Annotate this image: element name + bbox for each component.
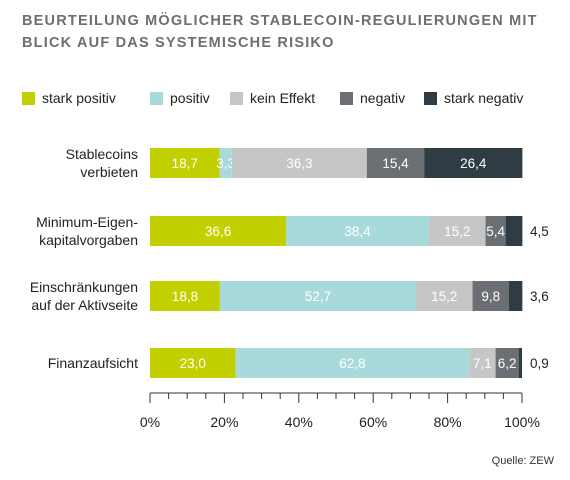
x-tick-label: 80%	[434, 414, 462, 430]
x-tick-label: 40%	[285, 414, 313, 430]
x-tick-label: 60%	[359, 414, 387, 430]
bar-segment	[150, 281, 220, 311]
legend-swatch	[22, 91, 35, 105]
bar-segment	[424, 148, 523, 178]
bar-segment	[472, 281, 509, 311]
data-label: 38,4	[344, 224, 371, 239]
legend-label: stark negativ	[444, 90, 524, 106]
data-label: 15,2	[444, 224, 470, 239]
legend-item-2: kein Effekt	[230, 88, 315, 108]
bar-segment	[219, 281, 416, 311]
data-label: 36,3	[286, 156, 312, 171]
data-label: 15,4	[382, 156, 409, 171]
legend-item-1: positiv	[150, 88, 210, 108]
data-label: 18,8	[172, 289, 198, 304]
legend-swatch	[150, 91, 163, 105]
bar-segment	[366, 148, 425, 178]
legend-label: negativ	[360, 90, 406, 106]
bar-segment	[286, 216, 429, 246]
bar-segment	[415, 281, 473, 311]
bar-segment	[150, 148, 220, 178]
bar-segment	[150, 348, 236, 378]
bar-segment	[508, 281, 523, 311]
data-label: 3,3	[216, 156, 235, 171]
data-label: 15,2	[431, 289, 457, 304]
legend-swatch	[340, 91, 353, 105]
data-label: 7,1	[473, 356, 492, 371]
bar-segment	[485, 216, 506, 246]
x-tick-label: 20%	[210, 414, 238, 430]
legend-label: stark positiv	[42, 90, 116, 106]
legend-item-4: stark negativ	[424, 88, 523, 108]
data-label: 62,8	[339, 356, 365, 371]
category-label: Stablecoins	[66, 146, 138, 162]
bar-segment	[150, 216, 287, 246]
data-label: 9,8	[481, 289, 500, 304]
bar-segment	[219, 148, 232, 178]
bar-segment	[231, 148, 367, 178]
data-label: 26,4	[460, 156, 487, 171]
chart-legend: stark positiv positiv kein Effekt negativ st…	[22, 88, 552, 108]
category-label: Finanzaufsicht	[48, 355, 138, 371]
legend-label: positiv	[170, 90, 210, 106]
category-label: Einschränkungen	[30, 279, 138, 295]
data-label: 23,0	[180, 356, 206, 371]
data-label: 0,9	[530, 356, 549, 371]
data-label: 4,5	[530, 224, 549, 239]
data-label: 5,4	[486, 224, 505, 239]
chart-title: BEURTEILUNG MÖGLICHER STABLECOIN-REGULIE…	[22, 13, 538, 51]
legend-swatch	[230, 91, 243, 105]
x-tick-label: 100%	[504, 414, 540, 430]
category-label: auf der Aktivseite	[31, 297, 138, 313]
bar-segment	[235, 348, 470, 378]
bar-segment	[469, 348, 496, 378]
category-label: verbieten	[80, 164, 138, 180]
legend-swatch	[424, 91, 437, 105]
legend-item-3: negativ	[340, 88, 405, 108]
bar-segment	[495, 348, 519, 378]
data-label: 36,6	[205, 224, 231, 239]
bar-segment	[429, 216, 486, 246]
data-label: 3,6	[530, 289, 549, 304]
legend-item-0: stark positiv	[22, 88, 116, 108]
bar-segment	[505, 216, 523, 246]
data-label: 18,7	[172, 156, 198, 171]
category-label: Minimum-Eigen-	[36, 214, 138, 230]
legend-label: kein Effekt	[250, 90, 316, 106]
bar-segment	[518, 348, 522, 378]
data-label: 52,7	[305, 289, 331, 304]
data-label: 6,2	[498, 356, 517, 371]
x-tick-label: 0%	[140, 414, 160, 430]
category-label: kapitalvorgaben	[39, 232, 138, 248]
source-note: Quelle: ZEW	[491, 455, 554, 467]
